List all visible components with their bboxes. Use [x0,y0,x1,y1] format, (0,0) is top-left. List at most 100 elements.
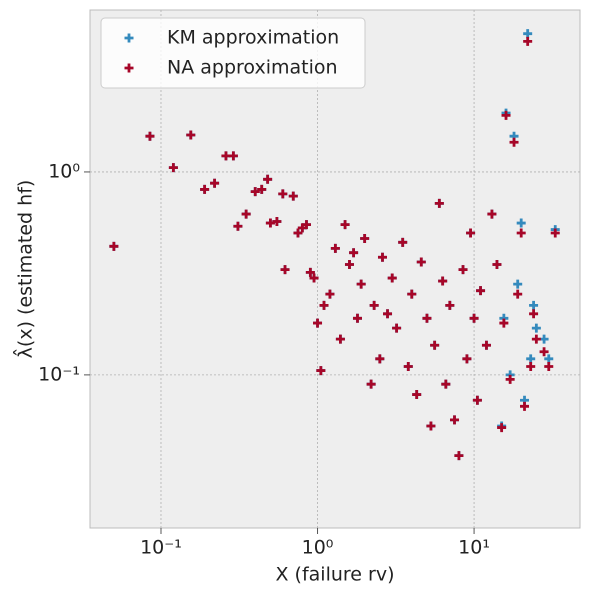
point [550,228,560,238]
point [520,401,530,411]
point [325,289,335,299]
point [293,228,303,238]
point [305,267,315,277]
point [369,300,379,310]
point [168,163,178,173]
point [462,354,472,364]
point [544,354,554,364]
point [481,340,491,350]
point [531,323,541,333]
y-axis-label: λ̂(x) (estimated hf) [12,180,36,359]
legend-marker [124,33,134,43]
point [109,241,119,251]
point [526,361,536,371]
point [539,334,549,344]
point [501,110,511,120]
point [529,300,539,310]
point [210,178,220,188]
point [263,174,273,184]
point [416,257,426,267]
point [454,451,464,461]
point [472,395,482,405]
point [233,221,243,231]
legend-marker [124,63,134,73]
point [335,334,345,344]
point [383,309,393,319]
y-tick-label: 10⁻¹ [38,363,80,385]
point [316,366,326,376]
point [228,151,238,161]
point [340,220,350,230]
point [349,248,359,258]
point [278,189,288,199]
point [466,228,476,238]
legend-box [100,17,366,89]
point [265,218,275,228]
legend-label: KM approximation [167,27,339,49]
point [526,354,536,364]
x-axis-label: X (failure rv) [276,564,395,586]
point [513,279,523,289]
point [272,216,282,226]
point [539,347,549,357]
point [344,259,354,269]
point [523,29,533,39]
point [492,259,502,269]
point [407,289,417,299]
point [330,243,340,253]
point [513,289,523,299]
point [505,374,515,384]
point [426,421,436,431]
plot-area [89,9,581,529]
point [499,318,509,328]
point [544,361,554,371]
point [523,36,533,46]
point [398,237,408,247]
point [516,228,526,238]
point [487,209,497,219]
point [430,340,440,350]
point [375,354,385,364]
point [250,187,260,197]
legend-label: NA approximation [167,57,338,79]
x-tick-label: 10⁰ [302,537,334,559]
x-tick-label: 10⁻¹ [140,537,182,559]
point [445,300,455,310]
y-tick-label: 10⁰ [48,160,80,182]
point [412,390,422,400]
point [257,184,267,194]
point [516,218,526,228]
point [377,252,387,262]
point [438,276,448,286]
point [441,379,451,389]
point [319,300,329,310]
point [360,233,370,243]
point [387,273,397,283]
point [450,415,460,425]
point [352,313,362,323]
point [497,423,507,433]
point [288,191,298,201]
point [422,313,432,323]
point [529,309,539,319]
point [280,265,290,275]
point [392,323,402,333]
point [309,273,319,283]
point [366,379,376,389]
point [301,220,311,230]
point [200,184,210,194]
point [531,334,541,344]
point [403,361,413,371]
x-tick-label: 10¹ [458,537,490,559]
point [458,265,468,275]
point [469,313,479,323]
point [186,130,196,140]
point [313,318,323,328]
point [145,131,155,141]
point [241,209,251,219]
point [434,198,444,208]
point [509,137,519,147]
point [476,286,486,296]
point [356,279,366,289]
